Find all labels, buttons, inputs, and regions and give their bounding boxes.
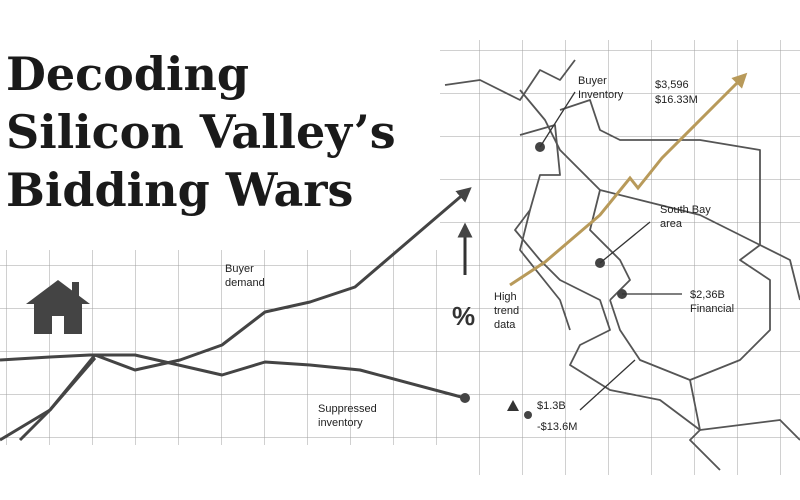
title-line: Silicon Valley’s (6, 105, 396, 159)
label: South Bay (660, 204, 711, 216)
house-door (52, 316, 64, 334)
title-line: Bidding Wars (6, 163, 353, 217)
leader (539, 91, 576, 148)
label: -$13.6M (537, 421, 577, 433)
label: Financial (690, 303, 734, 315)
label: trend (494, 305, 519, 317)
dot (524, 411, 532, 419)
leader (599, 221, 651, 264)
endpoint (460, 393, 470, 403)
label: Buyer (225, 263, 254, 275)
grid-left (0, 250, 500, 445)
label: $3,596 (655, 79, 689, 91)
label: area (660, 218, 683, 230)
label: demand (225, 277, 265, 289)
gold-trend (509, 72, 748, 287)
inventory-line (0, 353, 466, 400)
label: $1.3B (537, 400, 566, 412)
secondary-line (18, 357, 97, 442)
label: Buyer (578, 75, 607, 87)
title-line: Decoding (6, 47, 249, 101)
grid-right (440, 40, 800, 475)
leader (579, 359, 636, 411)
triangle (507, 400, 519, 411)
label: inventory (318, 417, 363, 429)
percent: % (452, 301, 475, 331)
map (444, 59, 800, 471)
label: $2,36B (690, 289, 725, 301)
label: Inventory (578, 89, 624, 101)
label: data (494, 319, 516, 331)
label: Suppressed (318, 403, 377, 415)
title-bg (0, 20, 430, 230)
label: High (494, 291, 517, 303)
trend-lines (0, 187, 472, 442)
label: $16.33M (655, 94, 698, 106)
